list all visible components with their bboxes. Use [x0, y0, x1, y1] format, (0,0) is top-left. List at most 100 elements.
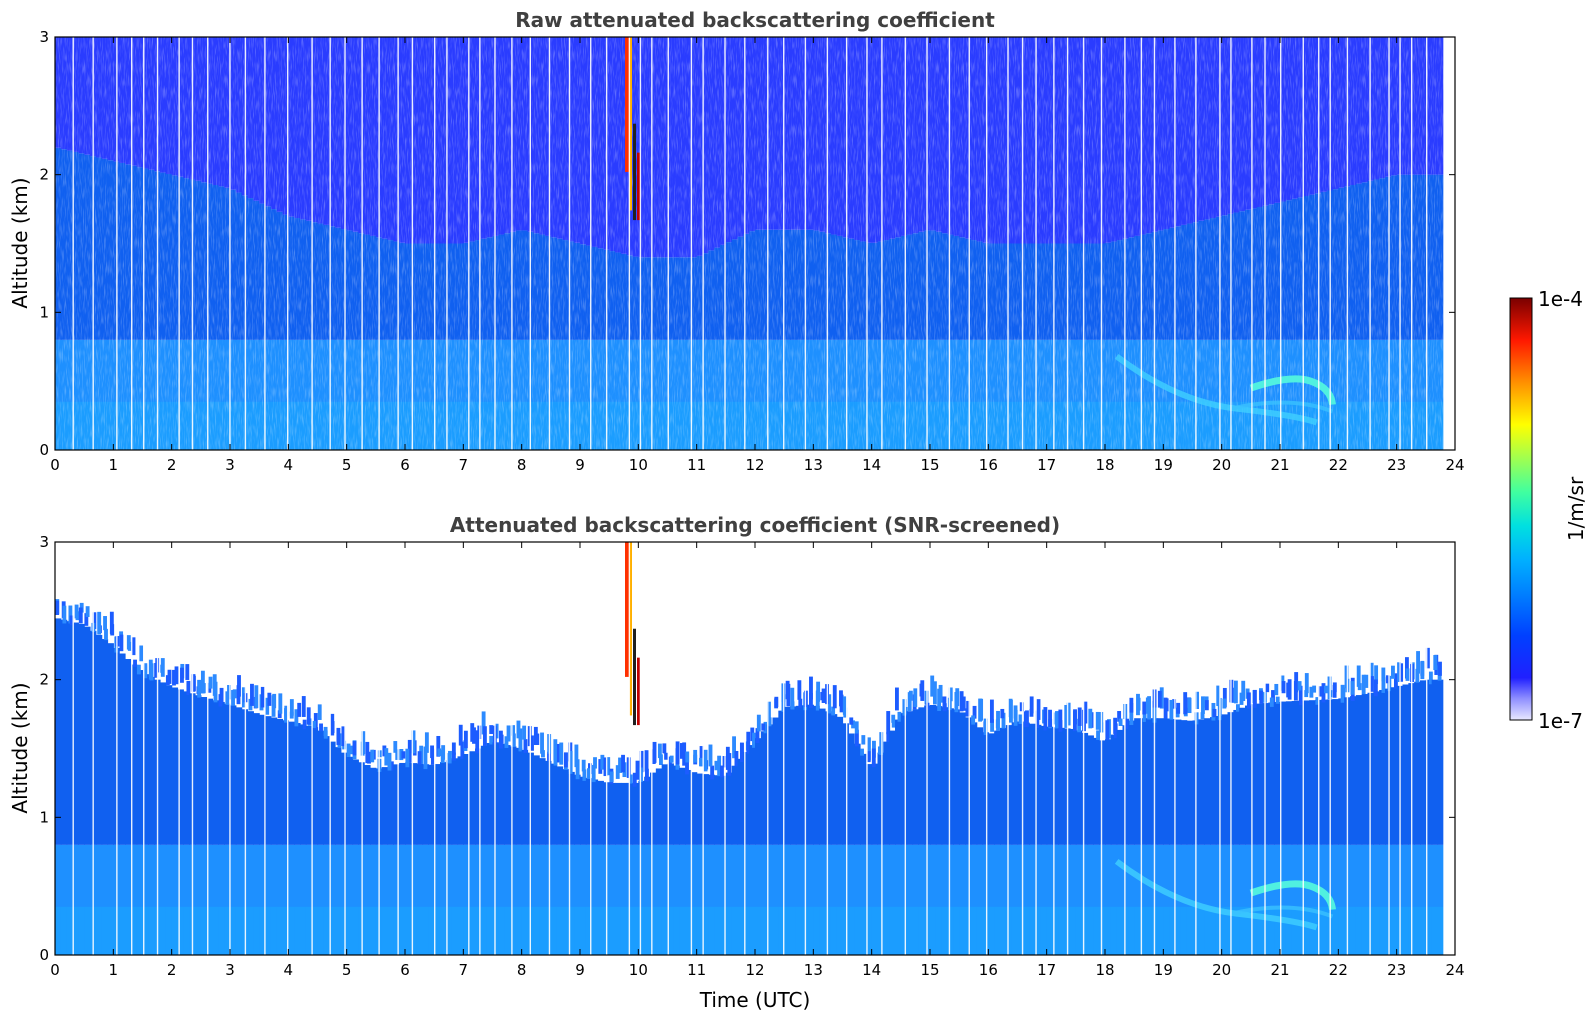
heatmap-cell: [650, 906, 657, 955]
heatmap-cell: [1361, 674, 1366, 695]
data-gap: [344, 542, 346, 955]
data-gap: [1153, 37, 1156, 450]
x-tick-label: 20: [1212, 961, 1231, 979]
data-gap: [344, 37, 346, 450]
heatmap-cell: [785, 680, 790, 700]
x-tick-label: 5: [342, 961, 352, 979]
heatmap-cell: [317, 906, 324, 955]
heatmap-cell: [842, 844, 849, 955]
heatmap-cell: [1291, 701, 1299, 845]
heatmap-cell: [820, 691, 825, 701]
heatmap-cell: [1040, 725, 1048, 845]
heatmap-cell: [784, 906, 791, 955]
data-gap: [783, 542, 785, 955]
heatmap-cell: [883, 906, 890, 955]
heatmap-cell: [550, 906, 558, 955]
heatmap-cell: [1073, 710, 1077, 732]
data-gap: [651, 37, 653, 450]
heatmap-cell: [661, 764, 669, 845]
heatmap-cell: [1215, 716, 1223, 845]
heatmap-cell: [702, 774, 709, 845]
heatmap-cell: [72, 906, 79, 955]
heatmap-cell: [259, 714, 266, 845]
heatmap-cell: [340, 906, 348, 955]
heatmap-cell: [305, 725, 313, 845]
heatmap-cell: [506, 725, 511, 742]
data-gap: [866, 37, 868, 450]
heatmap-cell: [165, 906, 173, 955]
heatmap-cell: [1172, 699, 1177, 709]
heatmap-cell: [1164, 698, 1169, 712]
heatmap-cell: [1029, 844, 1036, 955]
heatmap-cell: [1040, 906, 1048, 955]
heatmap-cell: [941, 844, 949, 955]
heatmap-cell: [317, 844, 324, 955]
heatmap-cell: [1256, 844, 1264, 955]
heatmap-cell: [253, 844, 260, 955]
heatmap-cell: [778, 844, 785, 955]
heatmap-cell: [737, 758, 744, 845]
heatmap-cell: [160, 664, 165, 673]
heatmap-cell: [667, 844, 674, 955]
heatmap-cell: [457, 906, 464, 955]
heatmap-cell: [1052, 844, 1059, 955]
heatmap-cell: [410, 844, 418, 955]
heatmap-cell: [855, 729, 859, 747]
heatmap-cell: [1017, 906, 1024, 955]
heatmap-cell: [142, 844, 149, 955]
data-gap: [724, 542, 726, 955]
x-tick-label: 15: [920, 456, 939, 474]
heatmap-cell: [1271, 690, 1275, 705]
heatmap-cell: [1001, 712, 1006, 729]
heatmap-cell: [288, 721, 295, 845]
heatmap-cell: [871, 748, 876, 768]
heatmap-cell: [568, 844, 575, 955]
heatmap-cell: [107, 844, 114, 955]
heatmap-cell: [877, 746, 882, 755]
heatmap-columns: [55, 599, 1444, 955]
heatmap-cell: [731, 906, 739, 955]
heatmap-cell: [130, 664, 138, 845]
heatmap-cell: [597, 906, 604, 955]
data-gap: [244, 37, 247, 450]
heatmap-cell: [1000, 708, 1005, 719]
heatmap-cell: [809, 676, 813, 700]
heatmap-cell: [1145, 844, 1153, 955]
heatmap-cell: [1204, 844, 1211, 955]
heatmap-cell: [1285, 844, 1293, 955]
heatmap-cell: [330, 713, 335, 736]
heatmap-cell: [486, 906, 494, 955]
heatmap-cell: [136, 670, 144, 845]
data-gap: [72, 542, 74, 955]
heatmap-cell: [218, 844, 225, 955]
heatmap-cell: [1414, 844, 1421, 955]
heatmap-cell: [699, 757, 703, 767]
heatmap-cell: [1116, 906, 1124, 955]
heatmap-cell: [1186, 906, 1194, 955]
heatmap-cell: [696, 906, 704, 955]
heatmap-cell: [1291, 844, 1299, 955]
heatmap-cell: [912, 906, 919, 955]
heatmap-cell: [533, 726, 538, 745]
heatmap-cell: [935, 706, 943, 845]
heatmap-cell: [1420, 660, 1425, 680]
heatmap-cell: [756, 714, 761, 732]
heatmap-cell: [1105, 906, 1112, 955]
heatmap-cell: [708, 844, 715, 955]
data-gap: [590, 37, 592, 450]
heatmap-cell: [556, 766, 564, 845]
heatmap-cell: [1163, 844, 1170, 955]
heatmap-cell: [384, 748, 389, 766]
heatmap-cell: [598, 759, 603, 774]
heatmap-cell: [1285, 701, 1293, 845]
data-gap: [926, 37, 928, 450]
heatmap-cell: [346, 743, 351, 758]
heatmap-cell: [714, 844, 721, 955]
heatmap-cell: [1095, 711, 1100, 730]
heatmap-cell: [271, 695, 276, 717]
heatmap-cell: [1233, 709, 1240, 845]
heatmap-cell: [889, 730, 896, 845]
heatmap-cell: [212, 700, 219, 845]
heatmap-cell: [352, 759, 359, 845]
heatmap-cell: [965, 906, 972, 955]
